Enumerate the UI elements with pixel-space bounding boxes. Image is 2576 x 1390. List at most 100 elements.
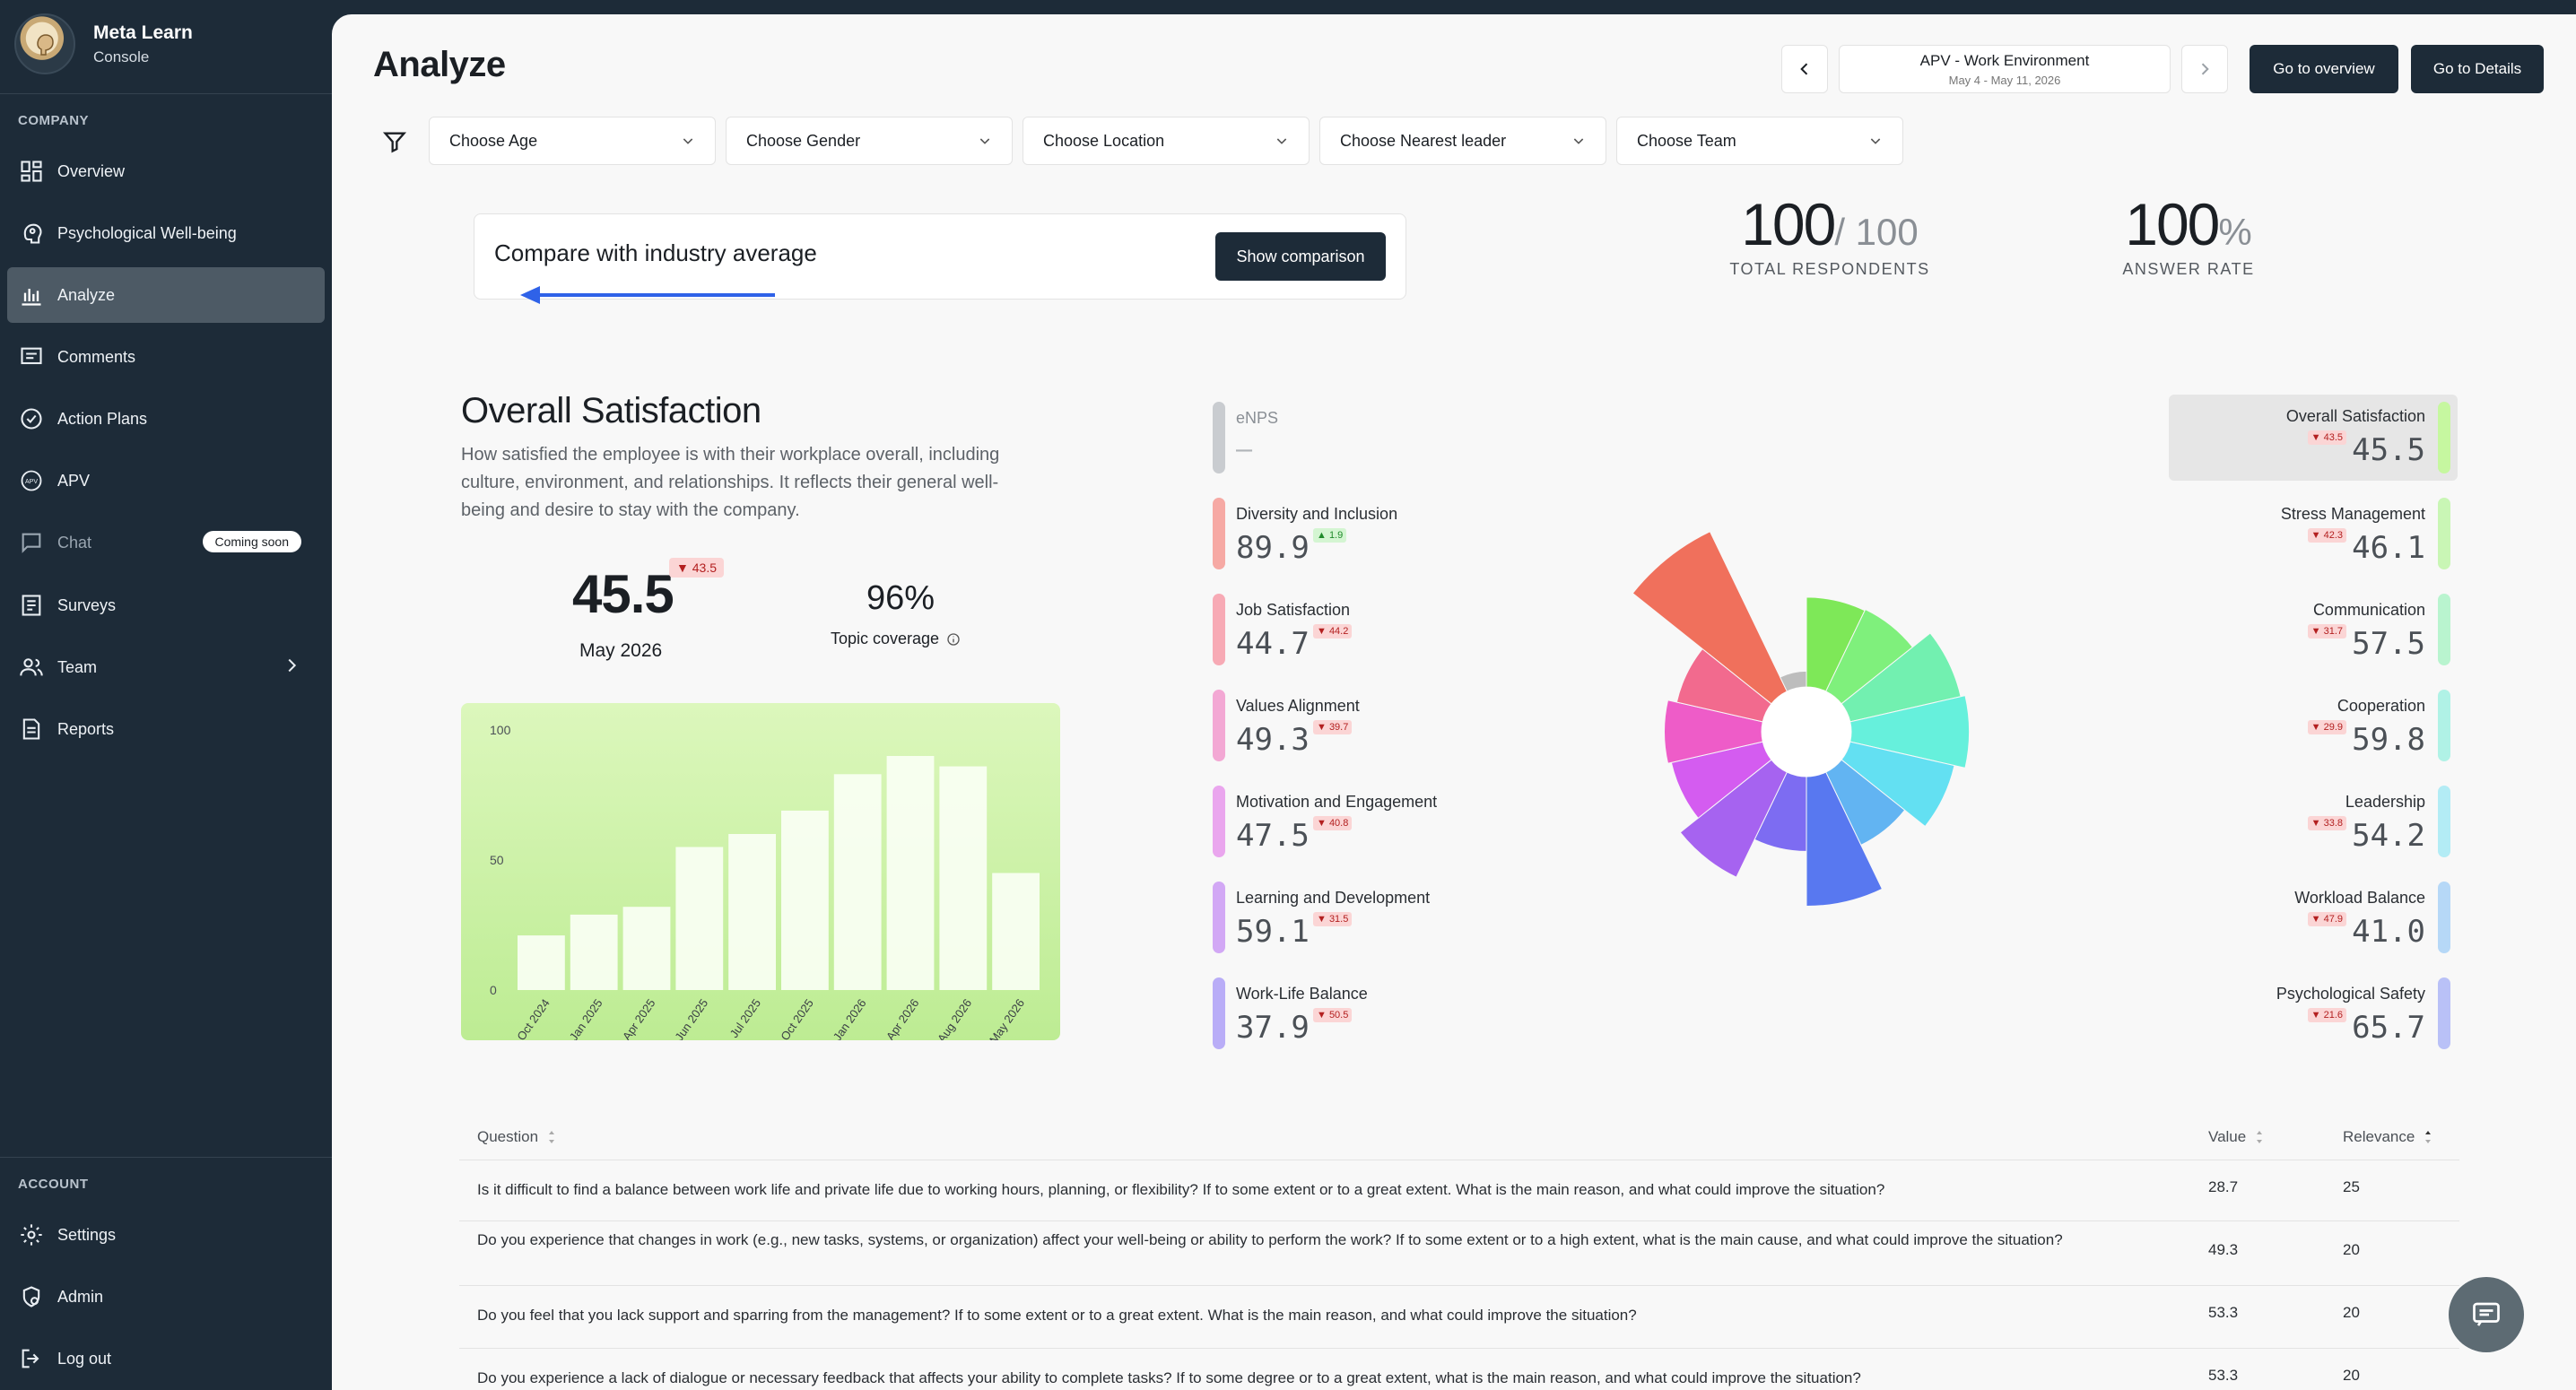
report-icon [18, 716, 45, 743]
bar[interactable] [675, 847, 724, 991]
topic-color-bar [1213, 498, 1225, 569]
topic-score-item[interactable]: Job Satisfaction 44.7 ▼ 44.2 [1213, 594, 1500, 669]
topic-score-item[interactable]: eNPS — [1213, 402, 1500, 477]
go-to-overview-button[interactable]: Go to overview [2250, 45, 2398, 93]
sidebar-item-logout[interactable]: Log out [7, 1331, 325, 1386]
answer-rate-unit: % [2218, 211, 2252, 253]
section-company-label: COMPANY [18, 113, 90, 128]
age-filter-select[interactable]: Choose Age [429, 117, 716, 165]
sidebar-item-reports[interactable]: Reports [7, 701, 325, 757]
chat-icon [18, 529, 45, 556]
bar[interactable] [781, 810, 829, 990]
topic-score-item[interactable]: Workload Balance 41.0 ▼ 47.9 [2169, 882, 2458, 957]
relevance-column-header[interactable]: Relevance [2343, 1128, 2432, 1146]
bar[interactable] [939, 766, 988, 990]
topic-score-item[interactable]: Communication 57.5 ▼ 31.7 [2169, 594, 2458, 669]
topic-score-item[interactable]: Learning and Development 59.1 ▼ 31.5 [1213, 882, 1500, 957]
sidebar-item-action-plans[interactable]: Action Plans [7, 391, 325, 447]
topic-score-item[interactable]: Work-Life Balance 37.9 ▼ 50.5 [1213, 977, 1500, 1053]
bar[interactable] [728, 834, 776, 990]
topic-value: 37.9 [1236, 1010, 1310, 1046]
topic-score-item[interactable]: Leadership 54.2 ▼ 33.8 [2169, 786, 2458, 861]
go-to-details-button[interactable]: Go to Details [2411, 45, 2544, 93]
table-row[interactable]: Do you experience that changes in work (… [459, 1221, 2459, 1286]
topic-color-bar [2438, 498, 2450, 569]
polar-center [1762, 687, 1851, 777]
sidebar-item-chat[interactable]: Chat Coming soon [7, 515, 325, 570]
filter-label: Choose Age [449, 131, 538, 150]
location-filter-select[interactable]: Choose Location [1023, 117, 1310, 165]
relevance-cell: 20 [2343, 1367, 2360, 1384]
sidebar-item-psychological-wellbeing[interactable]: Psychological Well-being [7, 205, 325, 261]
bar[interactable] [992, 873, 1040, 991]
sidebar-item-apv[interactable]: APV APV [7, 453, 325, 508]
period-selector[interactable]: APV - Work Environment May 4 - May 11, 2… [1839, 45, 2171, 93]
logout-icon [18, 1345, 45, 1372]
topic-value: 44.7 [1236, 626, 1310, 662]
gear-icon [18, 1221, 45, 1248]
topic-score-item[interactable]: Diversity and Inclusion 89.9 ▲ 1.9 [1213, 498, 1500, 573]
bar[interactable] [570, 914, 618, 990]
topic-score-item[interactable]: Values Alignment 49.3 ▼ 39.7 [1213, 690, 1500, 765]
topic-name: eNPS [1236, 409, 1279, 427]
topic-coverage-value: 96% [866, 579, 936, 617]
topic-value: 41.0 [2352, 914, 2425, 950]
topic-color-bar [2438, 594, 2450, 665]
column-label: Value [2208, 1128, 2247, 1145]
chat-fab-button[interactable] [2449, 1277, 2524, 1352]
x-tick-label: Aug 2026 [935, 996, 974, 1040]
topic-name: Leadership [2345, 793, 2425, 811]
topic-score-item[interactable]: Cooperation 59.8 ▼ 29.9 [2169, 690, 2458, 765]
gender-filter-select[interactable]: Choose Gender [726, 117, 1013, 165]
answer-rate-label: ANSWER RATE [2122, 260, 2255, 278]
topic-color-bar [2438, 882, 2450, 953]
x-tick-label: Jan 2025 [567, 996, 605, 1040]
questions-table: Question Value Relevance Is it difficult… [459, 1112, 2459, 1390]
column-label: Question [477, 1128, 539, 1145]
topic-value: 54.2 [2352, 818, 2425, 854]
topic-name: Stress Management [2280, 505, 2425, 523]
bar[interactable] [622, 907, 671, 990]
sidebar-item-settings[interactable]: Settings [7, 1207, 325, 1263]
topic-change-badge: ▼ 50.5 [1313, 1008, 1353, 1022]
bar[interactable] [886, 756, 935, 990]
table-row[interactable]: Is it difficult to find a balance betwee… [459, 1160, 2459, 1221]
question-column-header[interactable]: Question [477, 1128, 556, 1146]
topic-name: Learning and Development [1236, 889, 1431, 907]
info-icon[interactable] [946, 632, 961, 647]
sidebar-item-analyze[interactable]: Analyze [7, 267, 325, 323]
sidebar-item-overview[interactable]: Overview [7, 143, 325, 199]
sidebar-item-surveys[interactable]: Surveys [7, 578, 325, 633]
previous-period-button[interactable] [1781, 45, 1828, 93]
topic-score-item[interactable]: Motivation and Engagement 47.5 ▼ 40.8 [1213, 786, 1500, 861]
brand[interactable]: Meta Learn Console [14, 13, 193, 75]
topic-value: 59.1 [1236, 914, 1310, 950]
divider [0, 1157, 332, 1158]
sort-icon [2257, 1131, 2263, 1143]
bar[interactable] [833, 774, 882, 990]
nearest-leader-filter-select[interactable]: Choose Nearest leader [1319, 117, 1606, 165]
show-comparison-button[interactable]: Show comparison [1215, 232, 1386, 281]
team-filter-select[interactable]: Choose Team [1616, 117, 1903, 165]
topic-score-item[interactable]: Psychological Safety 65.7 ▼ 21.6 [2169, 977, 2458, 1053]
topic-coverage-label: Topic coverage [831, 630, 961, 648]
bar[interactable] [518, 935, 565, 990]
table-row[interactable]: Do you experience a lack of dialogue or … [459, 1349, 2459, 1390]
sidebar-item-comments[interactable]: Comments [7, 329, 325, 385]
sidebar: Meta Learn Console COMPANY Overview Psyc… [0, 0, 332, 1390]
y-tick-label: 50 [490, 853, 504, 867]
topic-change-badge: ▼ 33.8 [2307, 816, 2346, 830]
sidebar-item-team[interactable]: Team [7, 639, 325, 695]
question-cell: Do you feel that you lack support and sp… [477, 1307, 1637, 1324]
filter-label: Choose Gender [746, 131, 861, 150]
value-column-header[interactable]: Value [2208, 1128, 2264, 1146]
bar-chart-svg: 0 50 100 Oct 2024 Jan 2025 Apr 2025 Jun 2025 Ju… [490, 723, 1040, 1040]
table-row[interactable]: Do you feel that you lack support and sp… [459, 1286, 2459, 1349]
topic-score-item[interactable]: Overall Satisfaction 45.5 ▼ 43.5 [2169, 395, 2458, 481]
next-period-button[interactable] [2181, 45, 2228, 93]
sidebar-item-admin[interactable]: Admin [7, 1269, 325, 1325]
topic-score-item[interactable]: Stress Management 46.1 ▼ 42.3 [2169, 498, 2458, 573]
chevron-down-icon [1276, 138, 1287, 144]
topics-polar-chart[interactable] [1570, 427, 2036, 983]
topic-name: Overall Satisfaction [2285, 407, 2425, 425]
